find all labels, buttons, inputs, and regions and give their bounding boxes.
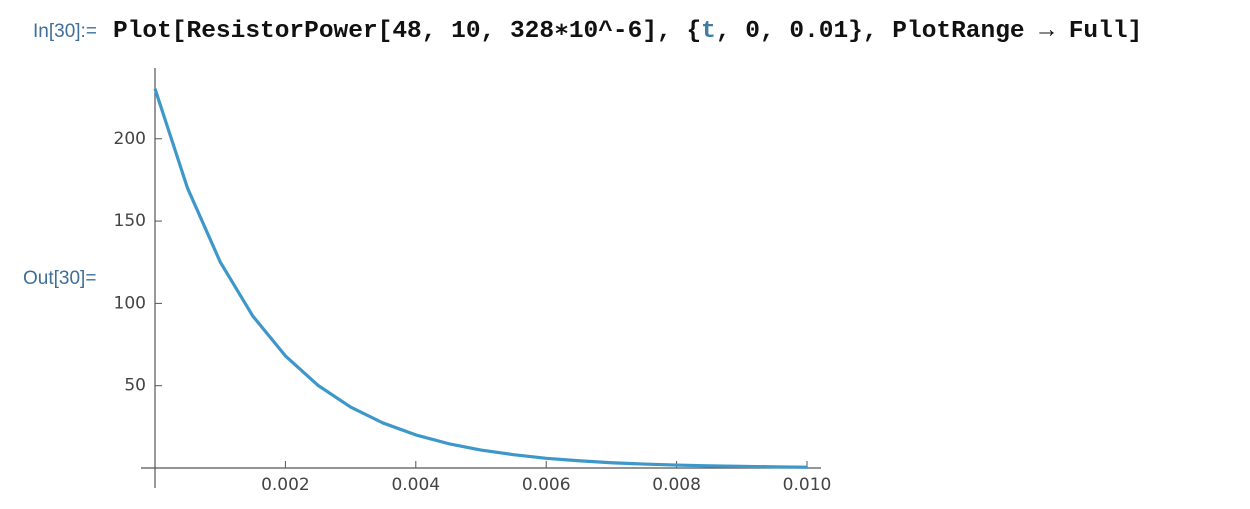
line [153, 88, 808, 469]
x-tick-label: 0.002 [261, 475, 310, 495]
code-part: Plot[ResistorPower[48, 10, 328∗10^-6], { [113, 18, 702, 45]
x-tick-label: 0.008 [652, 475, 701, 495]
y-tick-label: 200 [114, 129, 146, 149]
x-tick-label: 0.010 [783, 475, 832, 495]
x-tick-label: 0.006 [522, 475, 571, 495]
x-tick-label: 0.004 [391, 475, 440, 495]
output-label: Out[30]= [23, 268, 97, 289]
y-tick-label: 50 [124, 376, 146, 396]
input-label: In[30]:= [33, 21, 97, 42]
y-tick-label: 100 [114, 293, 146, 313]
y-tick-label: 150 [114, 211, 146, 231]
code-part: , 0, 0.01}, PlotRange → Full] [715, 18, 1143, 45]
input-code[interactable]: Plot[ResistorPower[48, 10, 328∗10^-6], {… [113, 14, 1142, 45]
code-variable: t [701, 18, 716, 45]
